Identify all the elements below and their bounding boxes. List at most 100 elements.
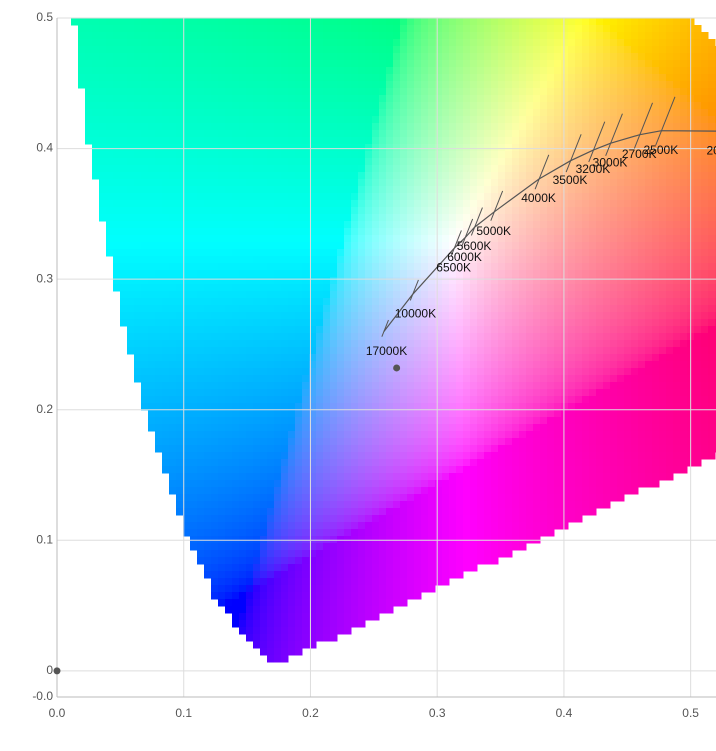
gamut-cell: [484, 389, 492, 397]
gamut-cell: [302, 130, 310, 138]
gamut-cell: [386, 270, 394, 278]
gamut-cell: [218, 95, 226, 103]
gamut-cell: [561, 74, 569, 82]
gamut-cell: [505, 410, 513, 418]
gamut-cell: [603, 361, 611, 369]
gamut-cell: [428, 242, 436, 250]
gamut-cell: [673, 326, 681, 334]
gamut-cell: [631, 67, 639, 75]
gamut-cell: [148, 60, 156, 68]
gamut-cell: [701, 74, 709, 82]
gamut-cell: [540, 123, 548, 131]
gamut-cell: [554, 39, 562, 47]
gamut-cell: [666, 130, 674, 138]
gamut-cell: [680, 277, 688, 285]
gamut-cell: [554, 32, 562, 40]
gamut-cell: [673, 284, 681, 292]
gamut-cell: [162, 298, 170, 306]
gamut-cell: [393, 298, 401, 306]
gamut-cell: [127, 88, 135, 96]
gamut-cell: [484, 410, 492, 418]
gamut-cell: [379, 298, 387, 306]
gamut-cell: [484, 172, 492, 180]
gamut-cell: [323, 228, 331, 236]
gamut-cell: [470, 319, 478, 327]
gamut-cell: [638, 256, 646, 264]
gamut-cell: [400, 361, 408, 369]
gamut-cell: [498, 81, 506, 89]
gamut-cell: [582, 305, 590, 313]
gamut-cell: [456, 186, 464, 194]
gamut-cell: [106, 123, 114, 131]
gamut-cell: [638, 137, 646, 145]
gamut-cell: [463, 214, 471, 222]
gamut-cell: [92, 81, 100, 89]
gamut-cell: [470, 144, 478, 152]
gamut-cell: [393, 165, 401, 173]
gamut-cell: [659, 214, 667, 222]
gamut-cell: [155, 88, 163, 96]
gamut-cell: [316, 284, 324, 292]
gamut-cell: [631, 74, 639, 82]
gamut-cell: [512, 144, 520, 152]
gamut-cell: [85, 18, 93, 26]
gamut-cell: [414, 109, 422, 117]
gamut-cell: [407, 116, 415, 124]
gamut-cell: [568, 235, 576, 243]
gamut-cell: [610, 221, 618, 229]
gamut-cell: [190, 389, 198, 397]
gamut-cell: [540, 179, 548, 187]
gamut-cell: [666, 95, 674, 103]
gamut-cell: [645, 368, 653, 376]
gamut-cell: [659, 32, 667, 40]
gamut-cell: [498, 305, 506, 313]
gamut-cell: [295, 109, 303, 117]
gamut-cell: [708, 53, 716, 61]
gamut-cell: [274, 74, 282, 82]
gamut-cell: [183, 326, 191, 334]
gamut-cell: [204, 333, 212, 341]
gamut-cell: [204, 116, 212, 124]
gamut-cell: [155, 172, 163, 180]
gamut-cell: [372, 298, 380, 306]
gamut-cell: [407, 228, 415, 236]
gamut-cell: [253, 116, 261, 124]
gamut-cell: [316, 361, 324, 369]
gamut-cell: [120, 109, 128, 117]
gamut-cell: [113, 109, 121, 117]
gamut-cell: [414, 354, 422, 362]
gamut-cell: [323, 347, 331, 355]
gamut-cell: [519, 319, 527, 327]
gamut-cell: [351, 242, 359, 250]
gamut-cell: [302, 410, 310, 418]
gamut-cell: [435, 242, 443, 250]
gamut-cell: [652, 137, 660, 145]
gamut-cell: [449, 151, 457, 159]
gamut-cell: [176, 291, 184, 299]
gamut-cell: [316, 228, 324, 236]
gamut-cell: [407, 375, 415, 383]
gamut-cell: [169, 368, 177, 376]
gamut-cell: [421, 298, 429, 306]
gamut-cell: [323, 410, 331, 418]
gamut-cell: [498, 88, 506, 96]
gamut-cell: [260, 298, 268, 306]
gamut-cell: [561, 333, 569, 341]
gamut-cell: [127, 347, 135, 355]
gamut-cell: [701, 221, 709, 229]
gamut-cell: [393, 410, 401, 418]
gamut-cell: [365, 116, 373, 124]
gamut-cell: [288, 165, 296, 173]
gamut-cell: [589, 116, 597, 124]
gamut-cell: [659, 277, 667, 285]
gamut-cell: [449, 319, 457, 327]
gamut-cell: [134, 200, 142, 208]
gamut-cell: [288, 46, 296, 54]
gamut-cell: [113, 53, 121, 61]
gamut-cell: [239, 382, 247, 390]
gamut-cell: [652, 305, 660, 313]
gamut-cell: [169, 319, 177, 327]
gamut-cell: [498, 312, 506, 320]
gamut-cell: [386, 200, 394, 208]
gamut-cell: [365, 396, 373, 404]
